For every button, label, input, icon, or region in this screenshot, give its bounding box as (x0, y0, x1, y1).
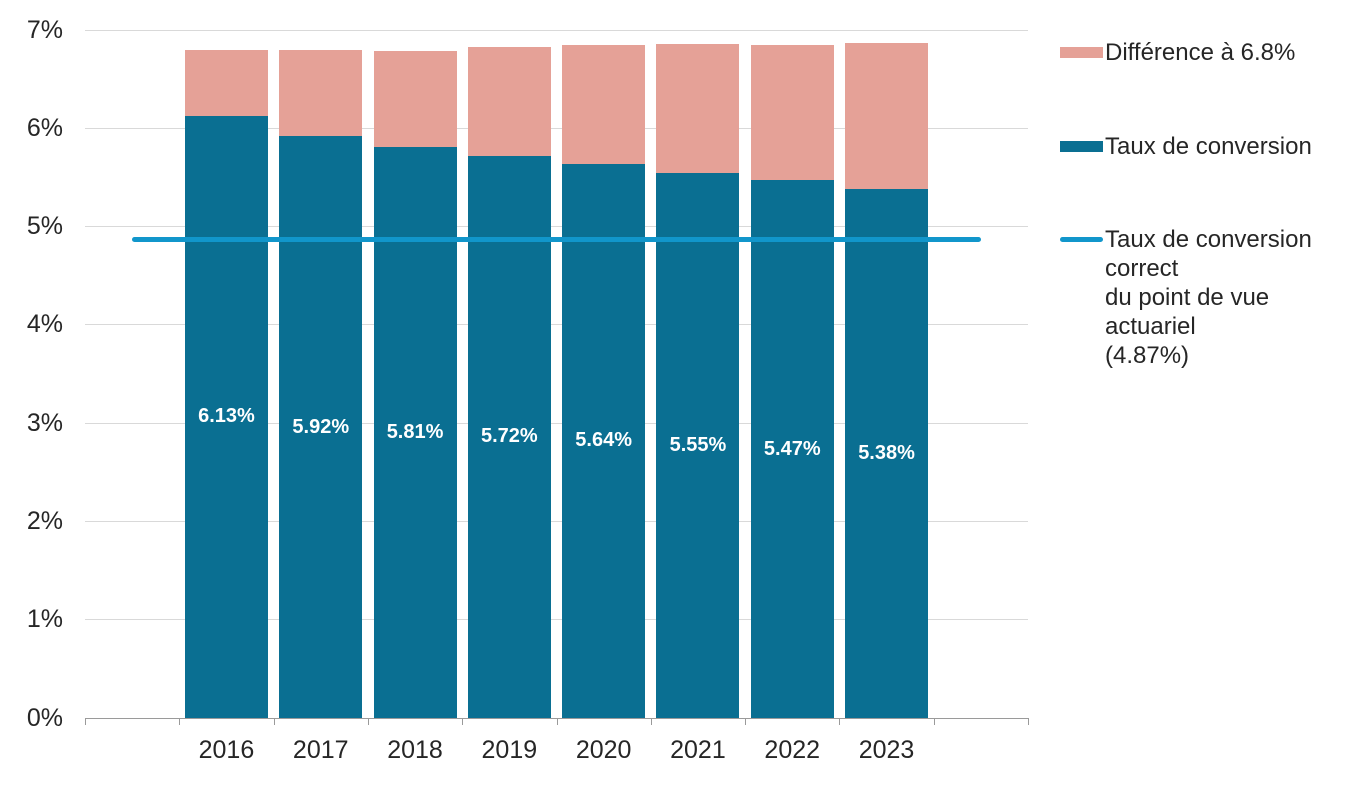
bar-value-label: 6.13% (198, 405, 255, 428)
legend-line-swatch (1060, 237, 1103, 242)
bar-value-label: 5.81% (386, 420, 444, 443)
bar-segment-difference (373, 50, 457, 147)
bar-segment-difference (562, 44, 646, 164)
x-axis-tick (650, 719, 652, 725)
reference-line (132, 236, 981, 242)
y-gridline (85, 520, 1028, 522)
x-axis-label: 2022 (764, 736, 821, 764)
x-axis-label: 2017 (292, 736, 349, 764)
y-gridline (85, 127, 1028, 129)
y-gridline (85, 29, 1028, 31)
legend-item-label: Taux de conversion correct du point de v… (1105, 225, 1364, 370)
legend-item-label: Taux de conversion (1105, 133, 1312, 160)
x-axis-label: 2020 (575, 736, 632, 764)
bar-segment-taux-de-conversion (562, 163, 646, 718)
x-axis-label: 2019 (481, 736, 538, 764)
bar-segment-difference (845, 42, 929, 190)
bar-segment-difference (279, 49, 363, 137)
y-axis-label: 2% (26, 506, 63, 535)
y-axis-label: 3% (26, 408, 63, 437)
y-axis-label: 5% (26, 212, 63, 241)
bar-value-label: 5.47% (763, 437, 821, 460)
x-axis-tick (179, 719, 181, 725)
legend: Différence à 6.8% Taux de conversion Tau… (1060, 0, 1364, 786)
y-gridline (85, 619, 1028, 621)
bar-segment-taux-de-conversion (656, 172, 740, 718)
bar-segment-difference (467, 46, 551, 156)
bar-segment-difference (656, 43, 740, 173)
y-gridline (85, 422, 1028, 424)
y-axis-label: 4% (26, 310, 63, 339)
bar-value-label: 5.55% (669, 433, 727, 456)
y-gridline (85, 324, 1028, 326)
legend-item-label: Différence à 6.8% (1105, 39, 1296, 66)
x-axis-tick (839, 719, 841, 725)
legend-swatch-taux-de-conversion (1060, 141, 1103, 152)
bar-segment-taux-de-conversion (845, 189, 929, 718)
y-axis-label: 0% (26, 703, 63, 732)
legend-label-line: Taux de conversion correct (1105, 226, 1312, 282)
y-axis-label: 7% (26, 15, 63, 44)
legend-label-line: (4.87%) (1105, 342, 1190, 369)
bar-segment-difference (750, 44, 834, 181)
x-axis-tick (556, 719, 558, 725)
bar-segment-taux-de-conversion (373, 146, 457, 718)
legend-swatch-difference (1060, 47, 1103, 58)
legend-item-reference-line: Taux de conversion correct du point de v… (1060, 225, 1364, 370)
bar-segment-taux-de-conversion (279, 136, 363, 718)
x-axis-tick (745, 719, 747, 725)
x-axis-label: 2016 (198, 736, 255, 764)
bar-segment-taux-de-conversion (750, 180, 834, 718)
bar-segment-taux-de-conversion (467, 155, 551, 718)
bar-value-label: 5.72% (480, 425, 538, 448)
x-axis-line (85, 718, 1029, 719)
x-axis-label: 2023 (858, 736, 915, 764)
y-axis-label: 6% (26, 113, 63, 142)
bar-segment-taux-de-conversion (184, 115, 268, 718)
x-axis-tick (367, 719, 369, 725)
x-axis-tick (462, 719, 464, 725)
bar-value-label: 5.92% (292, 415, 350, 438)
x-axis-label: 2018 (387, 736, 443, 764)
bar-value-label: 5.64% (575, 429, 632, 452)
bar-value-label: 5.38% (858, 442, 915, 465)
x-axis-tick (85, 719, 86, 725)
x-axis-label: 2021 (670, 736, 726, 764)
x-axis-tick (273, 719, 275, 725)
y-gridline (85, 226, 1028, 228)
bar-segment-difference (184, 49, 268, 116)
legend-item-difference: Différence à 6.8% (1060, 38, 1295, 67)
legend-label-line: du point de vue actuariel (1105, 284, 1270, 340)
y-axis-label: 1% (26, 605, 63, 634)
x-axis-tick (1028, 719, 1029, 725)
legend-item-taux-de-conversion: Taux de conversion (1060, 132, 1312, 161)
x-axis-tick (933, 719, 935, 725)
